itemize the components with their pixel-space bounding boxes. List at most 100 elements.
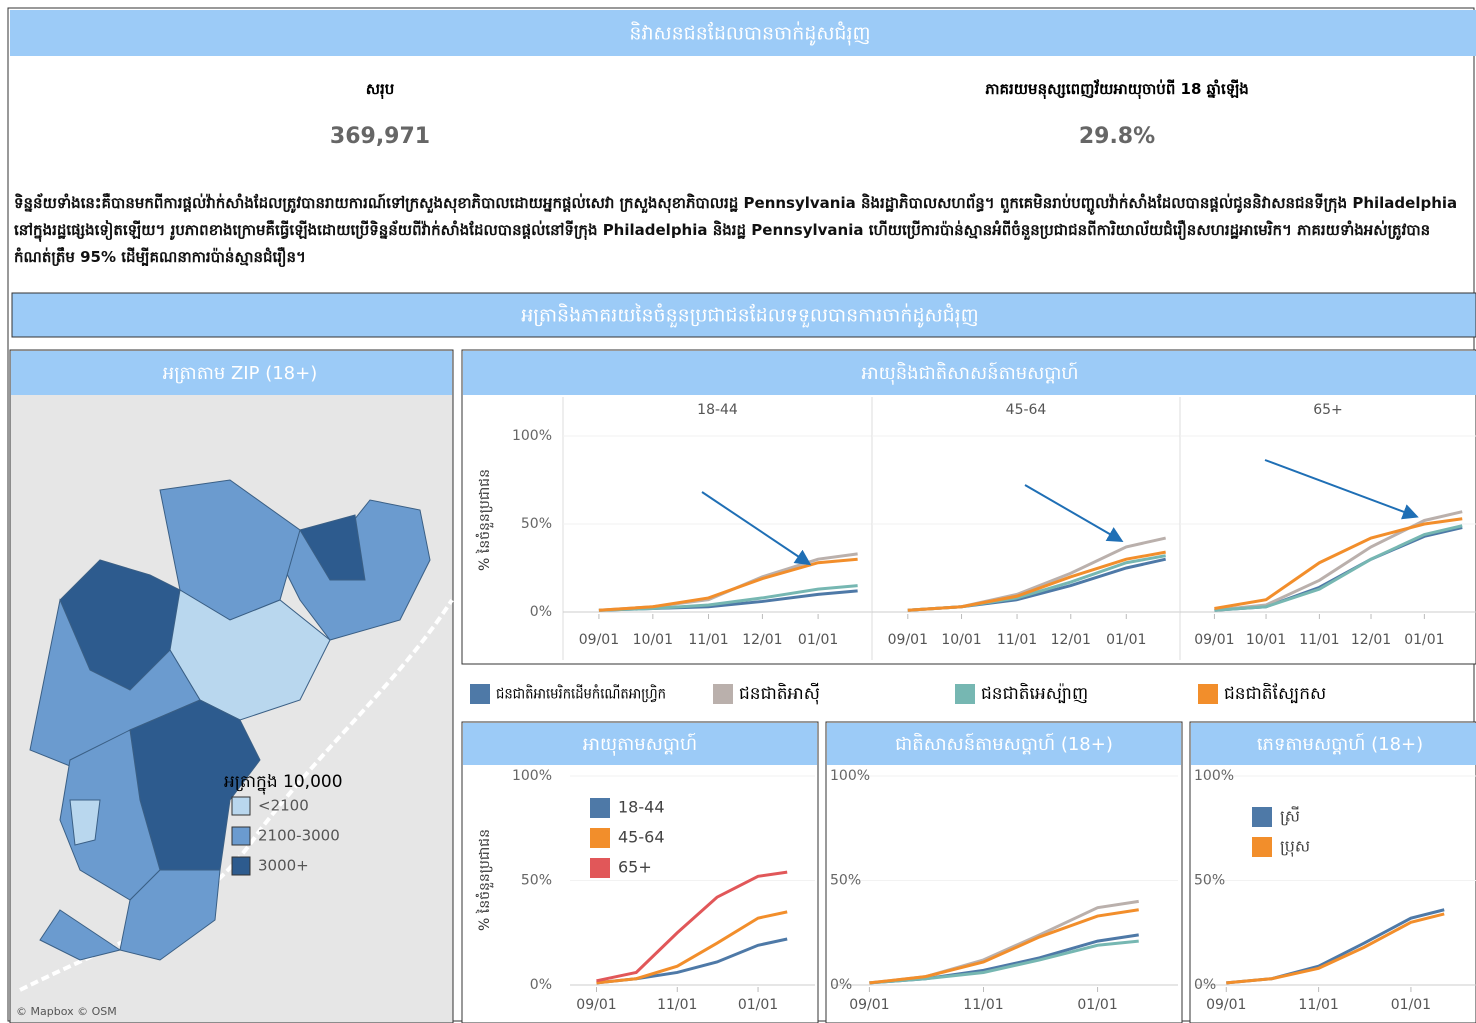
legend-swatch	[590, 858, 610, 878]
x-tick-label: 01/01	[1404, 632, 1444, 648]
x-tick-label: 01/01	[798, 632, 838, 648]
stat-label: ភាគរយមនុស្សពេញវ័យអាយុចាប់ពី 18 ឆ្នាំឡើង	[985, 80, 1249, 98]
annotation-arrow	[1264, 459, 1419, 520]
race-title: ជាតិសាសន៍តាមសប្តាហ៍ (18+)	[895, 732, 1113, 755]
x-tick-label: 01/01	[1077, 997, 1117, 1013]
legend-swatch	[231, 826, 251, 846]
x-tick-label: 11/01	[997, 632, 1037, 648]
y-tick-label: 50%	[1194, 873, 1225, 889]
age-panel	[461, 721, 819, 1023]
x-tick-label: 11/01	[657, 997, 697, 1013]
x-tick-label: 09/01	[888, 632, 928, 648]
series-line	[596, 870, 788, 983]
legend-swatch	[955, 684, 975, 704]
legend-swatch	[1252, 837, 1272, 857]
legend-swatch	[590, 828, 610, 848]
y-tick-label: 50%	[830, 873, 861, 889]
sex-header	[1191, 723, 1476, 765]
x-tick-label: 11/01	[688, 632, 728, 648]
x-tick-label: 09/01	[849, 997, 889, 1013]
stat-label: សរុប	[365, 80, 395, 98]
legend-label: 65+	[618, 858, 652, 877]
x-tick-label: 12/01	[742, 632, 782, 648]
series-line	[869, 939, 1139, 985]
y-tick-label: 100%	[830, 768, 870, 784]
legend-label: ជនជាតិអាស៊ី	[739, 682, 820, 705]
series-line	[907, 550, 1166, 612]
legend-label: ជនជាតិអេស្ប៉ាញ	[981, 682, 1088, 704]
sex-panel	[1189, 721, 1476, 1023]
section-bar	[11, 292, 1476, 338]
description: ទិន្នន័យទាំងនេះគឺបានមកពីការផ្តល់វ៉ាក់សាំ…	[14, 194, 1458, 266]
y-tick-label: 0%	[530, 604, 552, 620]
map-header	[11, 351, 452, 395]
age-header	[463, 723, 817, 765]
legend-swatch	[231, 856, 251, 876]
legend-label: ស្រី	[1280, 806, 1300, 826]
race-header	[827, 723, 1181, 765]
y-tick-label: 0%	[830, 977, 852, 993]
x-tick-label: 09/01	[579, 632, 619, 648]
stat-value: 29.8%	[1078, 124, 1156, 149]
facet-label: 45-64	[1006, 402, 1047, 418]
y-tick-label: 100%	[512, 428, 552, 444]
y-tick-label: 0%	[1194, 977, 1216, 993]
map-region	[299, 514, 366, 581]
facet-label: 65+	[1313, 402, 1343, 418]
x-tick-label: 10/01	[633, 632, 673, 648]
legend-label: 3000+	[258, 857, 309, 875]
y-axis-label: % នៃចំនួនប្រជាជន	[475, 829, 494, 931]
y-tick-label: 100%	[512, 768, 552, 784]
series-line	[1226, 912, 1445, 985]
section-title: អត្រានិងភាគរយនៃចំនួនប្រជាជនដែលទទួលបានការ…	[521, 303, 979, 329]
x-tick-label: 10/01	[941, 632, 981, 648]
legend-label: ប្រុស	[1280, 837, 1310, 858]
y-axis-label: % នៃចំនួនប្រជាជន	[475, 469, 494, 571]
map-legend-title: អត្រាក្នុង 10,000	[224, 772, 343, 795]
sex-title: ភេទតាមសប្តាហ៍ (18+)	[1257, 732, 1423, 755]
legend-swatch	[231, 796, 251, 816]
race-panel	[825, 721, 1183, 1023]
stat-value: 369,971	[329, 124, 431, 149]
legend-label: 45-64	[618, 828, 665, 847]
legend-label: ជនជាតិស្បែកស	[1224, 682, 1326, 704]
x-tick-label: 09/01	[1194, 632, 1234, 648]
x-tick-label: 12/01	[1351, 632, 1391, 648]
legend-label: 2100-3000	[258, 827, 340, 845]
x-tick-label: 10/01	[1246, 632, 1286, 648]
x-tick-label: 01/01	[1106, 632, 1146, 648]
series-line	[596, 910, 788, 985]
map-attribution: © Mapbox © OSM	[16, 1005, 117, 1018]
y-tick-label: 0%	[530, 977, 552, 993]
legend-swatch	[1198, 684, 1218, 704]
age-title: អាយុតាមសប្តាហ៍	[583, 732, 697, 756]
annotation-arrow	[701, 491, 812, 566]
series-line	[1214, 524, 1463, 612]
series-line	[598, 557, 858, 612]
legend-label: <2100	[258, 797, 309, 815]
map-region	[39, 909, 122, 961]
legend-swatch	[1252, 807, 1272, 827]
map-regions	[29, 479, 431, 961]
y-tick-label: 100%	[1194, 768, 1234, 784]
header-bar	[10, 10, 1476, 56]
legend-swatch	[470, 684, 490, 704]
facet-panel-title: អាយុនិងជាតិសាសន៍តាមសប្តាហ៍	[861, 361, 1078, 385]
y-tick-label: 50%	[521, 516, 552, 532]
x-tick-label: 09/01	[1206, 997, 1246, 1013]
header-title: និវាសនជនដែលបានចាក់ដូសជំរុញ	[629, 21, 870, 47]
series-line	[869, 908, 1139, 985]
legend-label: 18-44	[618, 798, 665, 817]
x-tick-label: 01/01	[1391, 997, 1431, 1013]
x-tick-label: 01/01	[738, 997, 778, 1013]
x-tick-label: 09/01	[576, 997, 616, 1013]
annotation-arrow	[1024, 484, 1124, 543]
x-tick-label: 11/01	[963, 997, 1003, 1013]
map-title: អត្រាតាម ZIP (18+)	[163, 363, 317, 384]
legend-swatch	[713, 684, 733, 704]
x-tick-label: 11/01	[1299, 632, 1339, 648]
map-region	[69, 799, 101, 846]
x-tick-label: 11/01	[1298, 997, 1338, 1013]
